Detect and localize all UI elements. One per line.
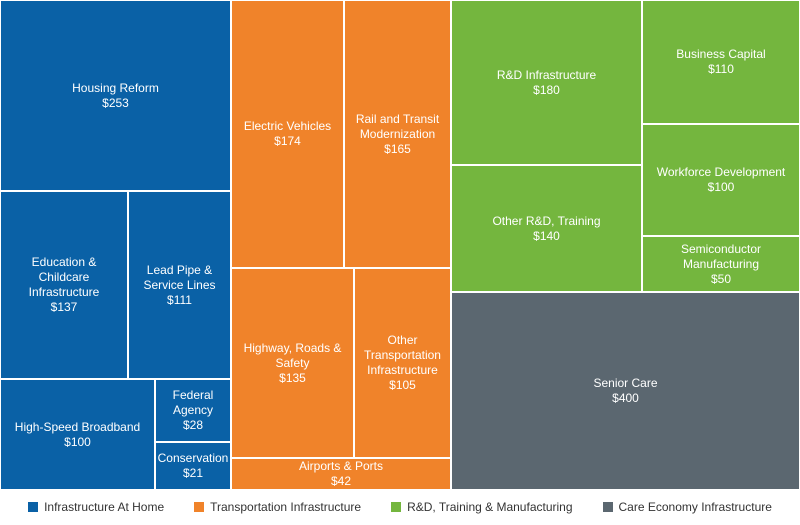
- tile-housing-reform: Housing Reform $253: [0, 0, 231, 191]
- tile-label: Highway, Roads & Safety: [243, 340, 342, 370]
- legend-item: Infrastructure At Home: [28, 500, 164, 514]
- tile-value: $50: [710, 271, 732, 286]
- tile-label: Workforce Development: [656, 165, 786, 179]
- tile-education-childcare-infrastructure: Education & Childcare Infrastructure $137: [0, 191, 128, 379]
- tile-value: $180: [533, 82, 560, 97]
- tile-label: R&D Infrastructure: [496, 67, 597, 82]
- treemap-chart: Housing Reform $253 Education & Childcare …: [0, 0, 800, 490]
- tile-value: $28: [182, 418, 204, 432]
- legend-label: Transportation Infrastructure: [210, 500, 362, 514]
- tile-value: $100: [707, 180, 735, 194]
- tile-label: Other R&D, Training: [492, 213, 601, 228]
- legend: Infrastructure At Home Transportation Inf…: [0, 495, 800, 519]
- tile-lead-pipe-service-lines: Lead Pipe & Service Lines $111: [128, 191, 231, 379]
- tile-value: $105: [389, 378, 416, 392]
- tile-value: $165: [384, 141, 411, 156]
- tile-value: $111: [167, 292, 192, 307]
- tile-label: Federal Agency: [172, 388, 214, 417]
- tile-label: Semiconductor Manufacturing: [680, 241, 762, 271]
- tile-label: Senior Care: [593, 376, 658, 390]
- tile-r-d-infrastructure: R&D Infrastructure $180: [451, 0, 642, 165]
- tile-value: $140: [533, 228, 560, 243]
- legend-label: R&D, Training & Manufacturing: [407, 500, 573, 514]
- tile-business-capital: Business Capital $110: [642, 0, 800, 124]
- legend-item: R&D, Training & Manufacturing: [391, 500, 573, 514]
- tile-label: Lead Pipe & Service Lines: [143, 262, 216, 292]
- tile-label: Business Capital: [676, 47, 766, 61]
- tile-conservation: Conservation $21: [155, 442, 231, 490]
- tile-value: $137: [50, 300, 78, 314]
- tile-label: Education & Childcare Infrastructure: [28, 255, 100, 299]
- tile-airports-ports: Airports & Ports $42: [231, 458, 451, 490]
- tile-other-r-d-training: Other R&D, Training $140: [451, 165, 642, 292]
- tile-value: $110: [708, 62, 734, 76]
- legend-label: Care Economy Infrastructure: [618, 500, 772, 514]
- tile-federal-agency: Federal Agency $28: [155, 379, 231, 442]
- tile-highway-roads-safety: Highway, Roads & Safety $135: [231, 268, 354, 458]
- tile-value: $253: [102, 95, 129, 110]
- tile-other-transportation-infrastructure: Other Transportation Infrastructure $105: [354, 268, 451, 458]
- legend-swatch: [28, 502, 39, 512]
- tile-rail-and-transit-modernization: Rail and Transit Modernization $165: [344, 0, 451, 268]
- tile-label: Electric Vehicles: [243, 119, 332, 133]
- tile-senior-care: Senior Care $400: [451, 292, 800, 490]
- tile-value: $174: [274, 134, 301, 148]
- legend-swatch: [391, 502, 402, 512]
- legend-swatch: [194, 502, 205, 512]
- tile-value: $100: [64, 434, 91, 449]
- legend-swatch: [602, 502, 613, 512]
- legend-label: Infrastructure At Home: [44, 500, 165, 514]
- tile-semiconductor-manufacturing: Semiconductor Manufacturing $50: [642, 236, 800, 292]
- tile-label: Rail and Transit Modernization: [355, 111, 440, 141]
- tile-value: $135: [279, 370, 306, 385]
- tile-value: $42: [330, 474, 352, 488]
- legend-item: Transportation Infrastructure: [194, 500, 361, 514]
- tile-label: Airports & Ports: [298, 459, 384, 473]
- legend-item: Care Economy Infrastructure: [602, 500, 772, 514]
- tile-label: High-Speed Broadband: [14, 419, 141, 434]
- tile-value: $400: [612, 391, 639, 405]
- tile-high-speed-broadband: High-Speed Broadband $100: [0, 379, 155, 490]
- tile-label: Conservation: [157, 451, 229, 465]
- tile-value: $21: [182, 466, 204, 480]
- tile-label: Housing Reform: [72, 80, 159, 95]
- tile-electric-vehicles: Electric Vehicles $174: [231, 0, 344, 268]
- tile-label: Other Transportation Infrastructure: [364, 333, 441, 377]
- tile-workforce-development: Workforce Development $100: [642, 124, 800, 236]
